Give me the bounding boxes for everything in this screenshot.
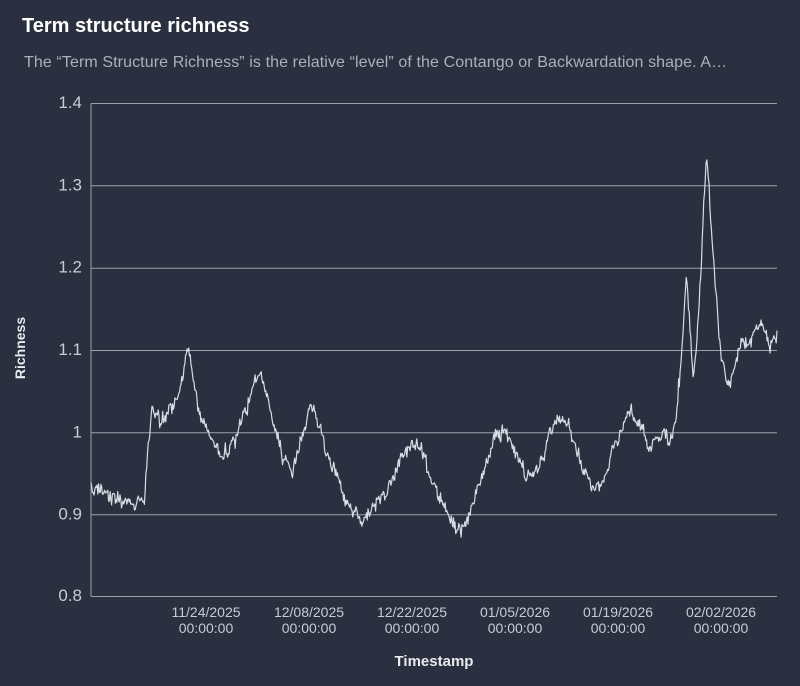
svg-text:00:00:00: 00:00:00	[694, 620, 749, 636]
svg-text:1.2: 1.2	[58, 258, 82, 277]
svg-text:1.1: 1.1	[58, 340, 82, 359]
svg-text:0.8: 0.8	[58, 586, 82, 605]
svg-text:0.9: 0.9	[58, 504, 82, 523]
svg-text:00:00:00: 00:00:00	[282, 620, 337, 636]
svg-text:00:00:00: 00:00:00	[385, 620, 440, 636]
svg-text:01/05/2026: 01/05/2026	[480, 604, 550, 620]
svg-text:1: 1	[73, 422, 82, 441]
svg-text:00:00:00: 00:00:00	[179, 620, 234, 636]
svg-text:00:00:00: 00:00:00	[488, 620, 543, 636]
svg-text:1.4: 1.4	[58, 93, 82, 112]
svg-text:1.3: 1.3	[58, 175, 82, 194]
svg-text:12/08/2025: 12/08/2025	[274, 604, 344, 620]
svg-text:11/24/2025: 11/24/2025	[171, 604, 240, 620]
svg-text:02/02/2026: 02/02/2026	[686, 604, 756, 620]
svg-text:12/22/2025: 12/22/2025	[377, 604, 447, 620]
svg-text:01/19/2026: 01/19/2026	[583, 604, 653, 620]
svg-text:00:00:00: 00:00:00	[591, 620, 646, 636]
